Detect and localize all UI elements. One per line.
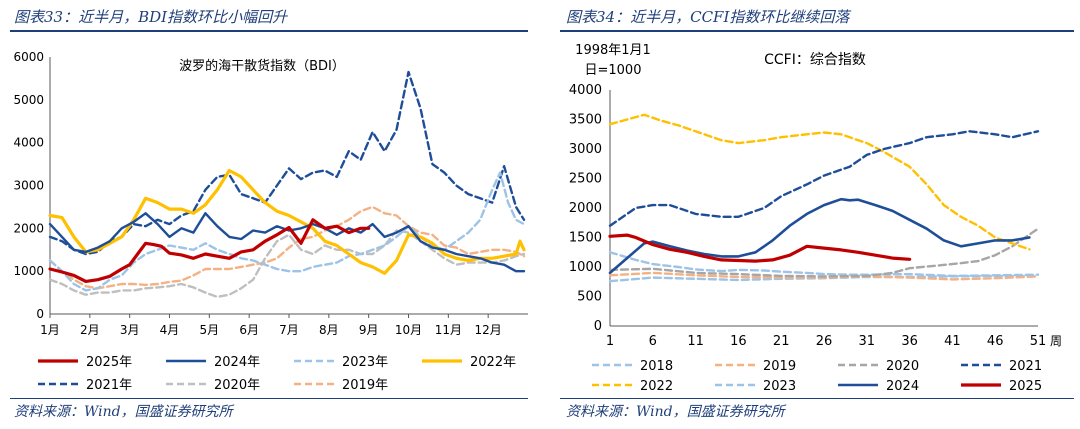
ccfi-legend-label-2024: 2024 [886,379,919,394]
bdi-legend-label-2019: 2019年 [342,378,388,393]
bdi-x-tick-label: 2月 [80,323,100,337]
ccfi-legend-label-2025: 2025 [1009,379,1042,394]
bdi-y-tick-label: 3000 [13,179,44,193]
bdi-x-tick-label: 11月 [435,323,462,337]
left-panel-title: 图表33：近半月，BDI指数环比小幅回升 [14,8,288,26]
bdi-y-tick-label: 0 [36,307,44,321]
ccfi-series-line-2021 [608,130,1040,227]
bdi-legend-label-2022: 2022年 [470,355,516,370]
ccfi-legend-label-2021: 2021 [1009,359,1042,374]
left-source-note: 资料来源：Wind，国盛证券研究所 [14,404,233,420]
bdi-series-line-2022 [48,168,526,275]
bdi-x-tick-label: 5月 [200,323,220,337]
bdi-legend-label-2021: 2021年 [86,378,132,393]
ccfi-y-tick-label: 0 [594,319,602,334]
ccfi-series-line-2025 [608,233,912,263]
ccfi-legend-label-2019: 2019 [763,359,796,374]
bdi-series-line-2024 [48,212,526,273]
ccfi-y-tick-label: 1500 [569,231,602,246]
left-source-rule [10,398,528,399]
ccfi-x-tick-label: 6 [649,334,657,349]
ccfi-x-unit-label: 周 [1050,334,1062,348]
left-title-rule [10,30,528,32]
ccfi-chart-title: CCFI：综合指数 [764,52,866,68]
bdi-x-tick-label: 3月 [120,323,140,337]
ccfi-y-tick-label: 500 [577,290,602,305]
right-source-note: 资料来源：Wind，国盛证券研究所 [566,404,785,420]
bdi-x-tick-label: 1月 [40,323,60,337]
ccfi-x-tick-label: 11 [687,334,704,349]
bdi-chart: 0 1000 2000 3000 4000 5000 6000 1月 2月 3月 4月 5月 6月 7月 8… [13,50,528,393]
bdi-y-tick-label: 4000 [13,136,44,150]
ccfi-legend-label-2018: 2018 [640,359,673,374]
ccfi-ylabel-line-2: 日=1000 [585,63,642,78]
ccfi-x-tick-label: 36 [901,334,918,349]
ccfi-series-line-2023 [608,251,1040,278]
ccfi-x-tick-label: 16 [730,334,747,349]
ccfi-y-tick-label: 3500 [569,113,602,128]
bdi-x-tick-label: 7月 [279,323,299,337]
ccfi-series-line-2022 [608,113,1031,251]
bdi-series-line-2019 [48,205,526,290]
bdi-legend-label-2020: 2020年 [214,378,260,393]
bdi-series-line-2025 [48,218,371,283]
right-panel-title: 图表34：近半月，CCFI指数环比继续回落 [566,8,850,26]
bdi-legend-label-2025: 2025年 [86,355,132,370]
ccfi-x-tick-label: 46 [987,334,1004,349]
ccfi-legend-label-2022: 2022 [640,379,673,394]
ccfi-legend-label-2020: 2020 [886,359,919,374]
bdi-series-line-2020 [48,229,526,299]
bdi-legend-label-2023: 2023年 [342,355,388,370]
bdi-x-tick-label: 9月 [359,323,379,337]
ccfi-y-tick-label: 3000 [569,142,602,157]
bdi-y-tick-label: 5000 [13,93,44,107]
ccfi-y-tick-label: 4000 [569,83,602,98]
ccfi-series-line-2020 [608,227,1040,278]
ccfi-x-tick-label: 21 [773,334,790,349]
bdi-x-tick-label: 8月 [319,323,339,337]
ccfi-x-tick-label: 31 [859,334,876,349]
bdi-legend-label-2024: 2024年 [214,355,260,370]
bdi-chart-title: 波罗的海干散货指数（BDI） [179,58,345,74]
ccfi-series-line-2024 [608,197,1031,275]
bdi-series-line-2021 [48,70,526,256]
ccfi-y-tick-label: 2500 [569,172,602,187]
ccfi-x-tick-label: 41 [944,334,961,349]
ccfi-ylabel-line-1: 1998年1月1 [575,43,651,58]
right-title-rule [560,30,1074,32]
ccfi-x-tick-label: 26 [816,334,833,349]
right-source-rule [560,398,1074,399]
bdi-y-tick-label: 2000 [13,221,44,235]
ccfi-x-tick-label: 51 [1030,334,1047,349]
bdi-x-tick-label: 12月 [475,323,502,337]
bdi-series-line-2023 [48,171,526,292]
bdi-x-tick-label: 10月 [395,323,422,337]
bdi-x-tick-label: 4月 [160,323,180,337]
bdi-x-tick-label: 6月 [239,323,259,337]
ccfi-x-tick-label: 1 [606,334,614,349]
ccfi-y-tick-label: 2000 [569,201,602,216]
ccfi-y-tick-label: 1000 [569,260,602,275]
ccfi-series-line-2019 [608,271,1040,281]
bdi-y-tick-label: 6000 [13,50,44,64]
ccfi-legend-label-2023: 2023 [763,379,796,394]
bdi-y-tick-label: 1000 [13,264,44,278]
